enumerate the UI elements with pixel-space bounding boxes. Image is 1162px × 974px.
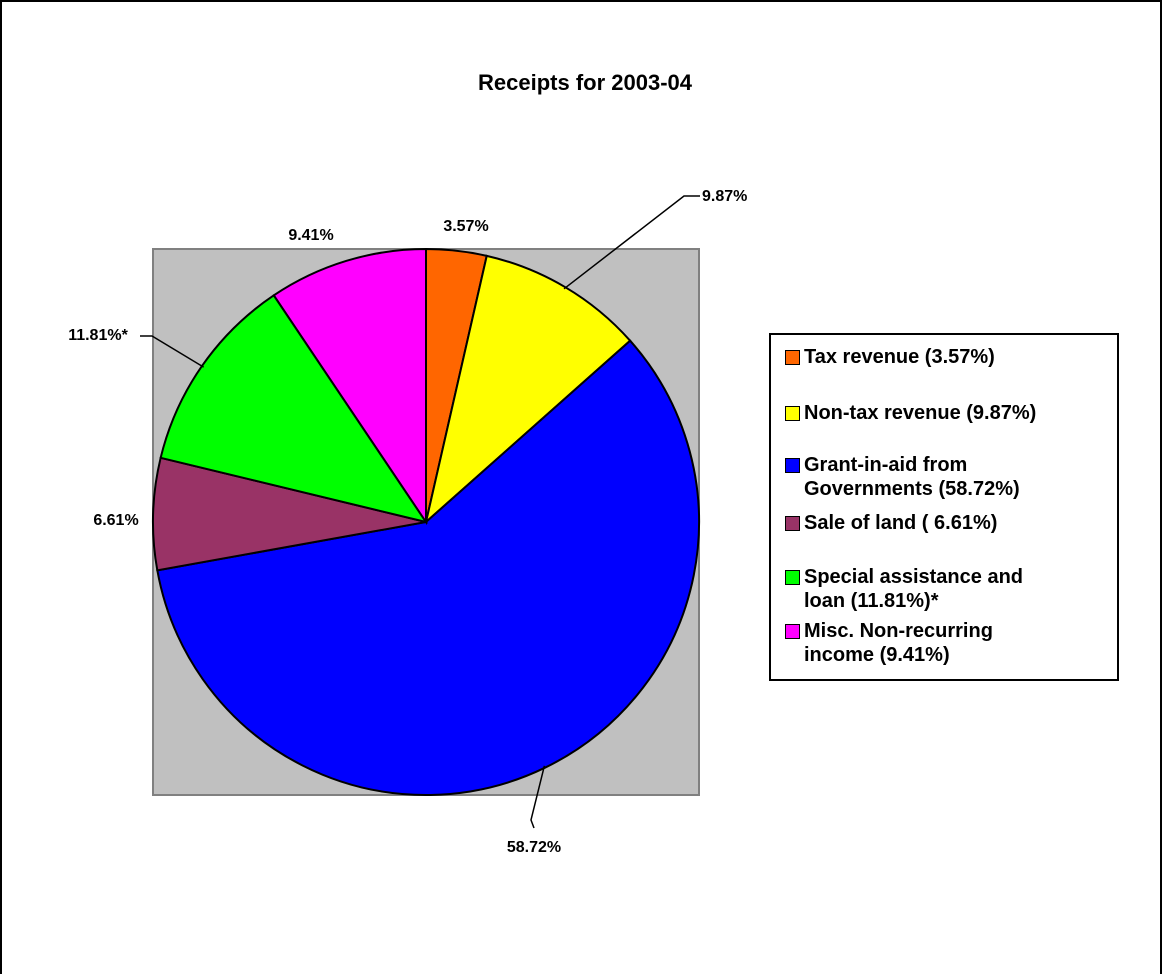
data-label-9-87: 9.87% bbox=[702, 188, 747, 205]
legend-item-sale-of-land: Sale of land ( 6.61%) bbox=[785, 511, 1115, 535]
legend-item-misc-income: Misc. Non-recurring income (9.41%) bbox=[785, 619, 1115, 667]
data-label-11-81: 11.81%* bbox=[68, 327, 128, 344]
leader-line bbox=[140, 335, 205, 368]
legend-swatch-icon bbox=[785, 570, 800, 585]
chart-title: Receipts for 2003-04 bbox=[478, 70, 693, 95]
legend-item-tax-revenue: Tax revenue (3.57%) bbox=[785, 345, 1115, 369]
leader-line bbox=[563, 195, 700, 290]
legend-swatch-icon bbox=[785, 516, 800, 531]
legend: Tax revenue (3.57%) Non-tax revenue (9.8… bbox=[769, 333, 1119, 681]
data-label-9-41: 9.41% bbox=[288, 227, 333, 244]
leader-lines bbox=[140, 195, 700, 829]
legend-label: Misc. Non-recurring income (9.41%) bbox=[804, 620, 993, 666]
legend-swatch-icon bbox=[785, 350, 800, 365]
data-label-58-72: 58.72% bbox=[507, 839, 561, 856]
legend-label: Sale of land ( 6.61%) bbox=[804, 512, 998, 534]
pie-slice-6-61 bbox=[152, 456, 427, 572]
legend-label: Non-tax revenue (9.87%) bbox=[804, 402, 1037, 424]
pie-slices bbox=[152, 247, 700, 796]
pie-slice-58-72 bbox=[156, 339, 700, 796]
data-label-3-57: 3.57% bbox=[443, 218, 488, 235]
legend-label: Grant-in-aid from Governments (58.72%) bbox=[804, 454, 1020, 500]
data-label-6-61: 6.61% bbox=[93, 512, 138, 529]
legend-swatch-icon bbox=[785, 624, 800, 639]
legend-item-special-assistance: Special assistance and loan (11.81%)* bbox=[785, 565, 1115, 613]
legend-label: Tax revenue (3.57%) bbox=[804, 346, 995, 368]
pie-slice-9-41 bbox=[272, 247, 427, 526]
legend-swatch-icon bbox=[785, 458, 800, 473]
data-labels: 3.57% 9.87% 58.72% 6.61% 11.81%* 9.41% bbox=[68, 188, 747, 856]
legend-item-non-tax-revenue: Non-tax revenue (9.87%) bbox=[785, 401, 1115, 425]
leader-line bbox=[530, 765, 546, 829]
legend-label: Special assistance and loan (11.81%)* bbox=[804, 566, 1024, 612]
legend-item-grant-in-aid: Grant-in-aid from Governments (58.72%) bbox=[785, 453, 1115, 501]
legend-swatch-icon bbox=[785, 406, 800, 421]
